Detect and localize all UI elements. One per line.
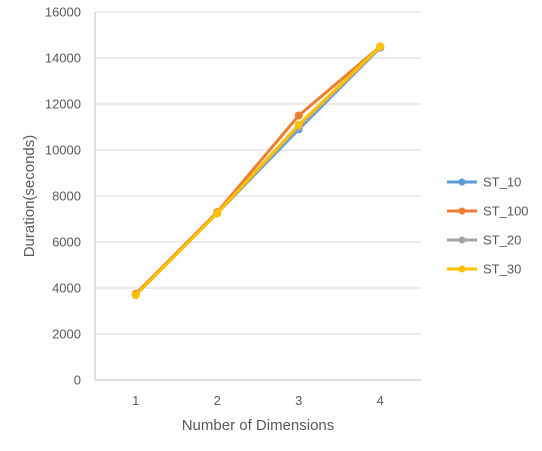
series-st-30 xyxy=(131,42,385,299)
y-tick-label: 10000 xyxy=(45,143,81,158)
y-tick-label: 4000 xyxy=(52,281,81,296)
data-point xyxy=(376,42,385,51)
x-axis-title: Number of Dimensions xyxy=(182,417,335,434)
legend-item: ST_30 xyxy=(447,262,521,277)
data-point xyxy=(294,120,303,129)
series-line xyxy=(134,45,382,297)
legend-label: ST_30 xyxy=(483,262,521,277)
y-tick-label: 14000 xyxy=(45,51,81,66)
y-tick-label: 6000 xyxy=(52,235,81,250)
legend-item: ST_100 xyxy=(447,204,529,219)
legend-swatch-marker xyxy=(458,265,466,273)
series-group xyxy=(131,42,385,299)
y-tick-label: 2000 xyxy=(52,327,81,342)
data-point xyxy=(294,111,303,120)
y-tick-labels: 0 2000 4000 6000 8000 10000 12000 14000 16000 xyxy=(45,5,81,388)
x-tick-labels: 1 2 3 4 xyxy=(132,393,384,408)
legend-swatch-marker xyxy=(458,178,466,186)
x-tick-label: 3 xyxy=(295,393,302,408)
y-axis-title: Duration(seconds) xyxy=(21,135,38,258)
y-tick-label: 16000 xyxy=(45,5,81,20)
legend-label: ST_20 xyxy=(483,233,521,248)
data-point xyxy=(213,209,222,218)
y-tick-label: 12000 xyxy=(45,97,81,112)
x-tick-label: 1 xyxy=(132,393,139,408)
legend-label: ST_10 xyxy=(483,175,521,190)
y-tick-label: 0 xyxy=(74,373,81,388)
legend-swatch-marker xyxy=(458,236,466,244)
x-tick-label: 2 xyxy=(214,393,221,408)
legend: ST_10 ST_100 ST_20 ST_30 xyxy=(447,175,529,277)
grid xyxy=(94,11,421,381)
legend-label: ST_100 xyxy=(483,204,529,219)
legend-item: ST_20 xyxy=(447,233,521,248)
data-point xyxy=(131,290,140,299)
legend-swatch-marker xyxy=(458,207,466,215)
y-tick-label: 8000 xyxy=(52,189,81,204)
x-tick-label: 4 xyxy=(377,393,384,408)
legend-item: ST_10 xyxy=(447,175,521,190)
